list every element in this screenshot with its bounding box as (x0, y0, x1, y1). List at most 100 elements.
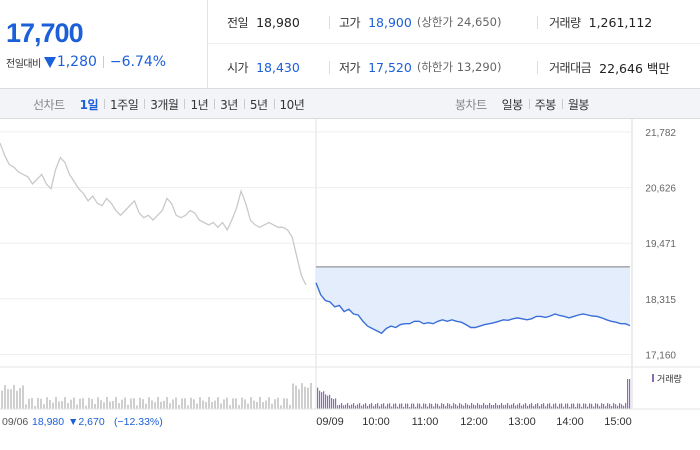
volume-bar-prev (265, 400, 267, 409)
volume-bar-today (535, 404, 537, 409)
volume-bar-prev (310, 383, 312, 409)
volume-bar-prev (82, 398, 84, 409)
volume-bar-prev (268, 397, 270, 409)
volume-bar-prev (247, 403, 249, 409)
volume-bar-today (573, 403, 575, 409)
y-tick-label: 20,626 (645, 184, 676, 195)
stats-row: 시가 18,430 저가 17,520 (하한가 13,290) 거래대금 22… (208, 45, 700, 89)
price-chart[interactable]: 21,782 20,626 19,471 18,315 17,160 거래량 09/09 10… (0, 119, 700, 450)
volume-bar-today (419, 403, 421, 409)
change-label: 전일대비 (6, 58, 41, 70)
volume-bar-today (511, 404, 513, 409)
volume-bar-prev (262, 402, 264, 409)
volume-bar-today (439, 406, 441, 409)
volume-bar-prev (175, 397, 177, 409)
volume-bar-today (429, 403, 431, 409)
tab-1week[interactable]: 1주일 (104, 96, 144, 113)
stat-prev-close: 전일 18,980 (227, 0, 300, 44)
volume-bar-prev (205, 402, 207, 409)
volume-bar-prev (202, 400, 204, 409)
volume-bar-today (349, 405, 351, 409)
volume-bar-today (413, 403, 415, 409)
volume-bar-today (569, 406, 571, 409)
volume-bar-today (625, 403, 627, 409)
divider (537, 61, 538, 74)
volume-bar-today (319, 390, 321, 409)
change-row: 전일대비 1,280 −6.74% (6, 54, 166, 70)
volume-bar-prev (52, 402, 54, 409)
volume-bar-prev (7, 389, 9, 409)
volume-bar-today (603, 403, 605, 409)
volume-bar-prev (13, 385, 15, 409)
x-tick-label: 12:00 (460, 416, 488, 428)
volume-bar-today (541, 404, 543, 409)
volume-bar-today (431, 403, 433, 409)
tab-5year[interactable]: 5년 (243, 96, 274, 113)
candle-chart-tabs: 봉차트 일봉 주봉 월봉 (455, 89, 595, 119)
volume-bar-today (557, 406, 559, 409)
volume-bar-prev (181, 398, 183, 409)
tab-3year[interactable]: 3년 (214, 96, 244, 113)
volume-bar-today (581, 406, 583, 409)
stat-amount: 거래대금 22,646 백만 (549, 45, 670, 89)
volume-bar-today (457, 405, 459, 409)
prev-day-label: ▼2,670 (68, 416, 105, 428)
volume-bar-today (421, 406, 423, 409)
tab-weekly-candle[interactable]: 주봉 (528, 96, 562, 113)
volume-bar-prev (232, 398, 234, 409)
volume-bar-today (345, 404, 347, 409)
volume-bar-prev (235, 398, 237, 409)
volume-bar-prev (112, 400, 114, 409)
volume-bar-prev (34, 405, 36, 409)
volume-bar-today (359, 403, 361, 409)
volume-bar-today (587, 406, 589, 409)
tab-1year[interactable]: 1년 (184, 96, 214, 113)
stat-label: 전일 (227, 15, 249, 30)
volume-bar-today (473, 404, 475, 409)
volume-bar-prev (304, 386, 306, 409)
tab-3month[interactable]: 3개월 (144, 96, 184, 113)
tab-monthly-candle[interactable]: 월봉 (561, 96, 595, 113)
volume-bar-prev (46, 397, 48, 409)
volume-bar-prev (25, 404, 27, 409)
volume-bar-prev (109, 401, 111, 409)
volume-bar-today (531, 403, 533, 409)
volume-bar-today (523, 404, 525, 409)
volume-bar-today (333, 399, 335, 409)
volume-bar-today (501, 403, 503, 409)
volume-bar-prev (55, 397, 57, 409)
tab-1day[interactable]: 1일 (79, 97, 99, 112)
volume-bar-prev (223, 399, 225, 409)
prev-day-label: (−12.33%) (114, 416, 163, 428)
volume-bar-today (521, 405, 523, 409)
volume-bar-today (571, 403, 573, 409)
volume-bar-today (323, 391, 325, 409)
volume-bar-today (585, 403, 587, 409)
line-chart-title: 선차트 (33, 97, 65, 112)
volume-bar-prev (289, 404, 291, 409)
volume-bar-prev (283, 398, 285, 409)
volume-bar-prev (295, 385, 297, 409)
volume-bar-today (555, 403, 557, 409)
volume-bar-today (425, 403, 427, 409)
x-tick-label: 09/09 (316, 416, 344, 428)
volume-bar-prev (40, 398, 42, 409)
divider (329, 61, 330, 74)
volume-bar-prev (244, 399, 246, 409)
change-amount: 1,280 (56, 54, 97, 70)
volume-bar-today (351, 404, 353, 409)
volume-bar-today (627, 379, 629, 409)
volume-bar-prev (121, 399, 123, 409)
tab-10year[interactable]: 10년 (273, 96, 311, 113)
stock-summary: 17,700 전일대비 1,280 −6.74% 전일 18,980 고가 18… (0, 0, 700, 89)
y-tick-label: 17,160 (645, 350, 676, 361)
volume-bar-today (519, 403, 521, 409)
volume-bar-prev (136, 405, 138, 409)
volume-bar-prev (208, 397, 210, 409)
volume-bar-today (543, 403, 545, 409)
price-box: 17,700 전일대비 1,280 −6.74% (0, 0, 208, 89)
volume-bar-prev (229, 405, 231, 409)
volume-bar-prev (199, 397, 201, 409)
volume-bar-today (411, 403, 413, 409)
tab-daily-candle[interactable]: 일봉 (501, 97, 524, 112)
